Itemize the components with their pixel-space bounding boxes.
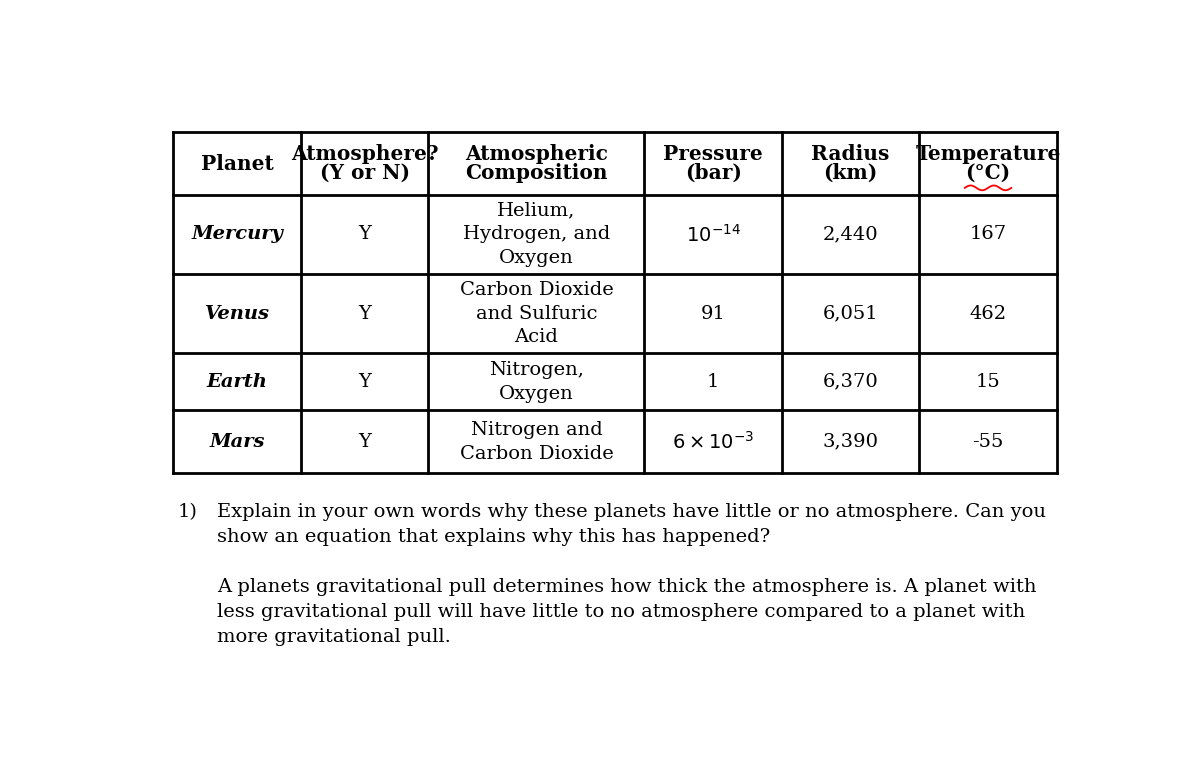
Text: (Y or N): (Y or N) — [319, 163, 409, 183]
Text: A planets gravitational pull determines how thick the atmosphere is. A planet wi: A planets gravitational pull determines … — [217, 578, 1037, 646]
Text: (km): (km) — [823, 163, 877, 183]
Text: Mercury: Mercury — [191, 225, 283, 243]
Text: -55: -55 — [972, 433, 1003, 451]
Text: 462: 462 — [970, 305, 1007, 322]
Text: Y: Y — [359, 305, 371, 322]
Text: Radius: Radius — [811, 144, 889, 164]
Text: Explain in your own words why these planets have little or no atmosphere. Can yo: Explain in your own words why these plan… — [217, 503, 1046, 546]
Text: 91: 91 — [701, 305, 726, 322]
Text: Planet: Planet — [200, 154, 274, 173]
Text: Composition: Composition — [466, 163, 607, 183]
Text: Nitrogen,
Oxygen: Nitrogen, Oxygen — [490, 361, 584, 402]
Text: 6,370: 6,370 — [823, 373, 878, 391]
Text: Pressure: Pressure — [664, 144, 763, 164]
Text: 1): 1) — [178, 503, 198, 521]
Text: 6,051: 6,051 — [823, 305, 878, 322]
Text: $10^{-14}$: $10^{-14}$ — [685, 224, 740, 246]
Text: 2,440: 2,440 — [823, 225, 878, 243]
Text: $6 \times 10^{-3}$: $6 \times 10^{-3}$ — [672, 430, 755, 453]
Text: Y: Y — [359, 373, 371, 391]
Text: 3,390: 3,390 — [823, 433, 878, 451]
Text: Earth: Earth — [206, 373, 268, 391]
Text: Helium,
Hydrogen, and
Oxygen: Helium, Hydrogen, and Oxygen — [463, 202, 610, 267]
Text: Mars: Mars — [209, 433, 265, 451]
Text: Atmosphere?: Atmosphere? — [290, 144, 438, 164]
Text: 167: 167 — [970, 225, 1007, 243]
Text: Y: Y — [359, 433, 371, 451]
Text: 1: 1 — [707, 373, 719, 391]
Text: Venus: Venus — [204, 305, 270, 322]
Text: (°C): (°C) — [966, 163, 1010, 183]
Text: Atmospheric: Atmospheric — [466, 144, 608, 164]
Text: Carbon Dioxide
and Sulfuric
Acid: Carbon Dioxide and Sulfuric Acid — [460, 281, 613, 347]
Text: 15: 15 — [976, 373, 1001, 391]
Text: (bar): (bar) — [685, 163, 742, 183]
Text: Nitrogen and
Carbon Dioxide: Nitrogen and Carbon Dioxide — [460, 421, 613, 462]
Text: Temperature: Temperature — [916, 144, 1061, 164]
Text: Y: Y — [359, 225, 371, 243]
